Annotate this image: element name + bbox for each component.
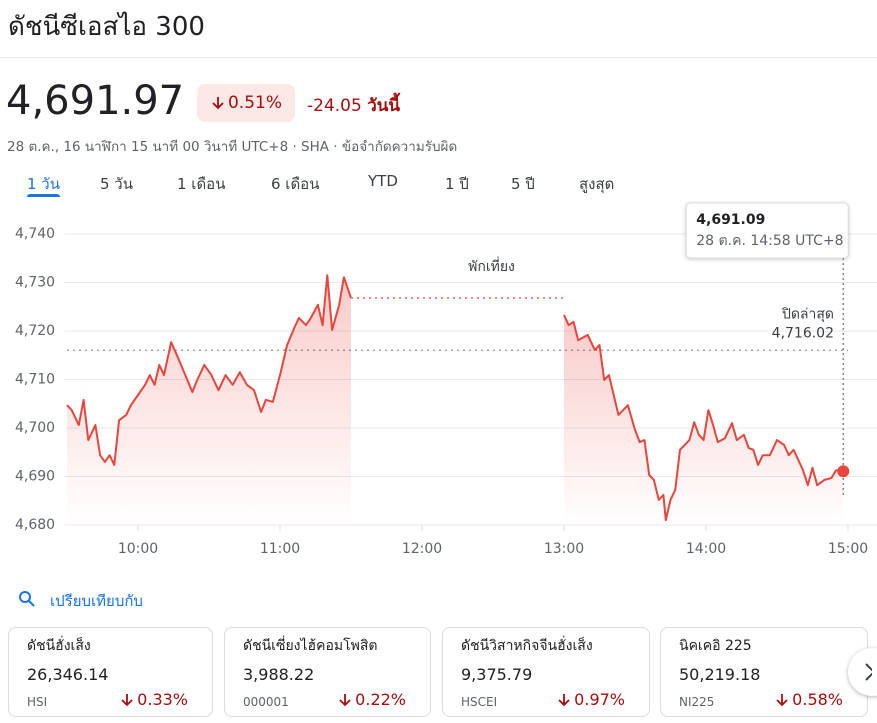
break-annotation: พักเที่ยง xyxy=(468,257,515,275)
down-arrow xyxy=(121,693,133,706)
current-point xyxy=(837,465,850,478)
y-tick-label: 4,710 xyxy=(15,372,55,388)
card-change-percent: 0.58% xyxy=(792,690,843,709)
change-badge: 0.51% xyxy=(197,84,295,122)
card-name: ดัชนีฮั่งเส็ง xyxy=(27,638,91,654)
area-fill xyxy=(67,275,351,525)
card-change: 0.97% xyxy=(556,690,625,709)
compare-label[interactable]: เปรียบเทียบกับ xyxy=(50,592,143,610)
search-icon[interactable] xyxy=(18,590,36,608)
change: -24.05 วันนี้ xyxy=(307,92,400,119)
compare-card[interactable]: ดัชนีวิสาหกิจจีนฮั่งเส็ง 9,375.79 HSCEI 0.9… xyxy=(442,627,650,717)
y-tick-label: 4,740 xyxy=(15,226,55,242)
area-fill xyxy=(564,315,844,525)
card-price: 50,219.18 xyxy=(679,665,761,684)
timestamp: 28 ต.ค., 16 นาฬิกา 15 นาที 00 วินาที UTC… xyxy=(7,139,458,155)
chevron xyxy=(865,663,876,681)
card-change-percent: 0.22% xyxy=(355,690,406,709)
down-arrow xyxy=(558,693,570,706)
tooltip-time: 28 ต.ค. 14:58 UTC+8 xyxy=(696,233,843,249)
tab[interactable]: 1 วัน xyxy=(27,175,60,193)
divider xyxy=(0,57,877,58)
price-line xyxy=(66,274,352,466)
card-name: ดัชนีเซี่ยงไฮ้คอมโพสิต xyxy=(243,638,378,654)
previous-close-label: ปิดล่าสุด xyxy=(781,306,834,322)
x-tick-label: 10:00 xyxy=(118,541,158,557)
card-symbol: HSCEI xyxy=(461,695,498,709)
x-tick-label: 15:00 xyxy=(828,541,868,557)
tab[interactable]: 1 ปี xyxy=(445,175,469,193)
tab[interactable]: 5 วัน xyxy=(100,175,133,193)
card-price: 26,346.14 xyxy=(27,665,109,684)
y-tick-label: 4,680 xyxy=(15,517,55,533)
card-symbol: HSI xyxy=(27,695,48,709)
y-tick-label: 4,720 xyxy=(15,323,55,339)
tab[interactable]: 6 เดือน xyxy=(271,175,320,193)
x-tick-label: 12:00 xyxy=(402,541,442,557)
change-period: วันนี้ xyxy=(367,96,401,116)
tab[interactable]: YTD xyxy=(368,172,398,190)
previous-close-value: 4,716.02 xyxy=(772,325,834,341)
compare-card[interactable]: นิคเคอิ 225 50,219.18 NI225 0.58% xyxy=(660,627,868,717)
change-percent: 0.51% xyxy=(227,93,282,113)
price: 4,691.97 xyxy=(6,78,185,124)
change-value: -24.05 xyxy=(307,96,362,116)
card-change: 0.33% xyxy=(119,690,188,709)
compare-card[interactable]: ดัชนีฮั่งเส็ง 26,346.14 HSI 0.33% xyxy=(8,627,213,717)
card-change: 0.58% xyxy=(774,690,843,709)
x-tick-label: 14:00 xyxy=(686,541,726,557)
card-price: 3,988.22 xyxy=(243,665,315,684)
tab[interactable]: 5 ปี xyxy=(511,175,535,193)
chart: 4,680 4,690 4,700 4,710 4,720 4,730 4,740 10:00… xyxy=(15,202,877,557)
card-change: 0.22% xyxy=(337,690,406,709)
down-arrow xyxy=(212,97,224,110)
tab-underline xyxy=(27,194,60,197)
down-arrow xyxy=(776,693,788,706)
tooltip-box xyxy=(685,202,849,259)
card-name: นิคเคอิ 225 xyxy=(679,638,752,654)
card-change-percent: 0.97% xyxy=(574,690,625,709)
x-tick-label: 13:00 xyxy=(544,541,584,557)
card-symbol: NI225 xyxy=(679,695,715,709)
compare-card[interactable]: ดัชนีเซี่ยงไฮ้คอมโพสิต 3,988.22 000001 0.22… xyxy=(224,627,431,717)
tab[interactable]: 1 เดือน xyxy=(177,175,226,193)
tooltip-value: 4,691.09 xyxy=(696,212,765,228)
y-tick-label: 4,700 xyxy=(15,420,55,436)
card-change-percent: 0.33% xyxy=(137,690,188,709)
tab[interactable]: สูงสุด xyxy=(579,175,615,193)
down-arrow xyxy=(339,693,351,706)
x-tick-label: 11:00 xyxy=(260,541,300,557)
page-title: ดัชนีซีเอสไอ 300 xyxy=(8,12,205,42)
card-price: 9,375.79 xyxy=(461,665,533,684)
card-symbol: 000001 xyxy=(243,695,289,709)
card-name: ดัชนีวิสาหกิจจีนฮั่งเส็ง xyxy=(461,638,593,654)
y-tick-label: 4,730 xyxy=(15,275,55,291)
next-button[interactable] xyxy=(848,648,877,696)
price-line xyxy=(563,314,844,522)
y-tick-label: 4,690 xyxy=(15,469,55,485)
